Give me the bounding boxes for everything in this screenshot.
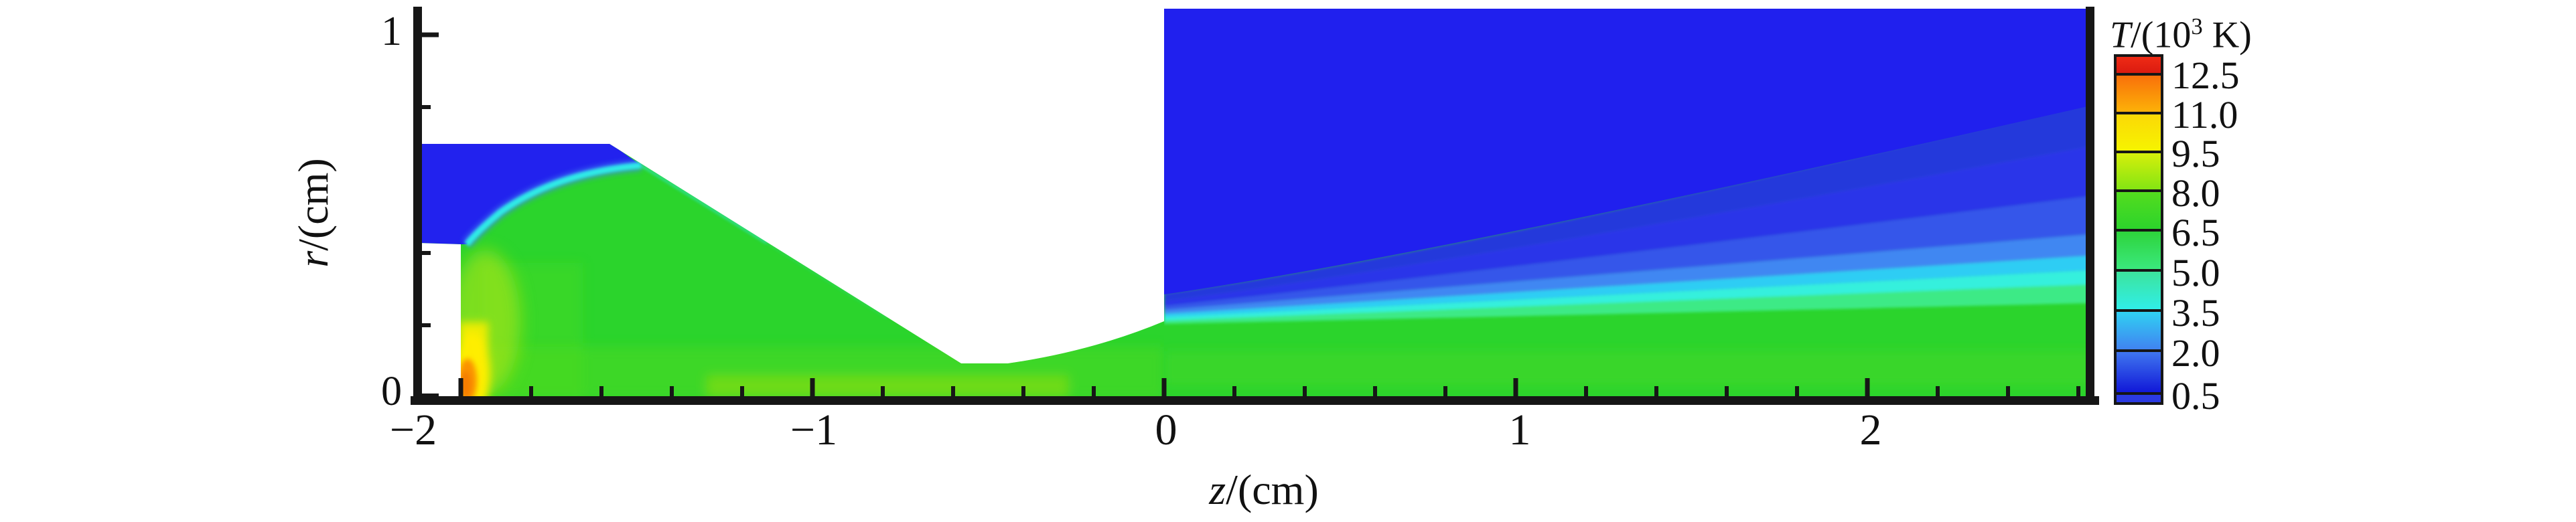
colorbar-tick-label: 3.5 <box>2171 291 2220 335</box>
x-tick-label: 0 <box>1155 406 1177 454</box>
colorbar-tick-label: 12.5 <box>2171 54 2240 97</box>
ambient-cold-blue-region <box>1164 9 2090 294</box>
x-minor-tick <box>1021 386 1025 398</box>
torch-interior-region <box>419 144 1164 398</box>
colorbar-segment <box>2117 395 2161 402</box>
x-axis-unit: /(cm) <box>1226 466 1319 513</box>
x-minor-tick <box>599 386 603 398</box>
x-major-tick <box>458 378 463 398</box>
x-minor-tick <box>740 386 744 398</box>
shear-band-mid-blue <box>1164 196 2090 310</box>
colorbar-tick-label: 11.0 <box>2171 93 2238 137</box>
colorbar-title: T/(103 K) <box>2110 13 2252 56</box>
y-tick-label: 1 <box>381 9 402 54</box>
x-major-tick <box>810 378 815 398</box>
x-minor-tick <box>2006 386 2010 398</box>
colorbar-segment <box>2117 312 2161 352</box>
colorbar-tick-label: 6.5 <box>2171 211 2220 254</box>
y-axis-unit: /(cm) <box>289 158 337 251</box>
x-axis-title: z/(cm) <box>1209 468 1319 511</box>
colorbar-segment <box>2117 153 2161 192</box>
x-axis-variable: z <box>1209 466 1226 513</box>
x-tick-label: 2 <box>1859 406 1882 454</box>
colorbar-segment <box>2117 192 2161 232</box>
right-spine <box>2086 7 2094 405</box>
shear-band-spring-green <box>1164 284 2090 324</box>
x-tick-label: −2 <box>389 406 437 454</box>
colorbar-tick-label: 0.5 <box>2171 374 2220 418</box>
x-minor-tick <box>951 386 955 398</box>
y-minor-tick <box>419 251 431 255</box>
x-axis-spine <box>411 396 2099 405</box>
colorbar-variable: T <box>2110 14 2131 56</box>
x-major-tick <box>1865 378 1870 398</box>
axis-ticks <box>419 32 2080 398</box>
colorbar-segment <box>2117 352 2161 395</box>
x-minor-tick <box>1443 386 1447 398</box>
colorbar-segment <box>2117 57 2161 76</box>
x-minor-tick <box>529 386 533 398</box>
contour-plot-svg <box>419 9 2090 398</box>
x-tick-label: −1 <box>790 406 838 454</box>
colorbar-segment <box>2117 232 2161 272</box>
colorbar-segment <box>2117 114 2161 153</box>
colorbar-tick-label: 2.0 <box>2171 331 2220 375</box>
x-minor-tick <box>1654 386 1658 398</box>
x-minor-tick <box>1303 386 1307 398</box>
x-minor-tick <box>1373 386 1377 398</box>
x-minor-tick <box>2076 386 2080 398</box>
x-major-tick <box>1513 378 1518 398</box>
throat-hot-streak <box>707 375 1068 398</box>
x-minor-tick <box>1725 386 1729 398</box>
colorbar-exponent: 3 <box>2191 13 2203 39</box>
colorbar-tick-label: 5.0 <box>2171 251 2220 294</box>
downstream-region <box>1164 9 2090 398</box>
x-minor-tick <box>881 386 885 398</box>
x-minor-tick <box>1584 386 1588 398</box>
y-tick-label: 0 <box>381 369 402 414</box>
x-minor-tick <box>1232 386 1236 398</box>
y-minor-tick <box>419 105 431 109</box>
colorbar-segment <box>2117 272 2161 312</box>
shear-band-bright-cyan <box>1164 270 2090 321</box>
y-axis-spine <box>413 7 422 405</box>
y-major-tick <box>419 32 439 37</box>
jet-core-streak <box>1164 351 2090 386</box>
shear-band-cyan <box>1164 256 2090 317</box>
shear-band-blue <box>1164 146 2090 306</box>
inflow-jet-cyan-interface <box>464 162 642 246</box>
x-minor-tick <box>670 386 674 398</box>
cathode-base-step <box>420 394 439 398</box>
y-axis-variable: r <box>289 250 337 268</box>
shear-band-light-blue <box>1164 234 2090 314</box>
colorbar-tick-label: 9.5 <box>2171 132 2220 175</box>
colorbar-segment <box>2117 76 2161 114</box>
y-axis-title: r/(cm) <box>289 158 337 268</box>
colorbar-tick-label: 8.0 <box>2171 171 2220 215</box>
plot-area <box>419 9 2090 398</box>
colorbar <box>2114 54 2163 405</box>
y-minor-tick <box>419 323 431 327</box>
x-tick-label: 1 <box>1508 406 1531 454</box>
x-minor-tick <box>1936 386 1940 398</box>
x-major-tick <box>1161 378 1167 398</box>
x-minor-tick <box>1795 386 1799 398</box>
x-minor-tick <box>1092 386 1096 398</box>
